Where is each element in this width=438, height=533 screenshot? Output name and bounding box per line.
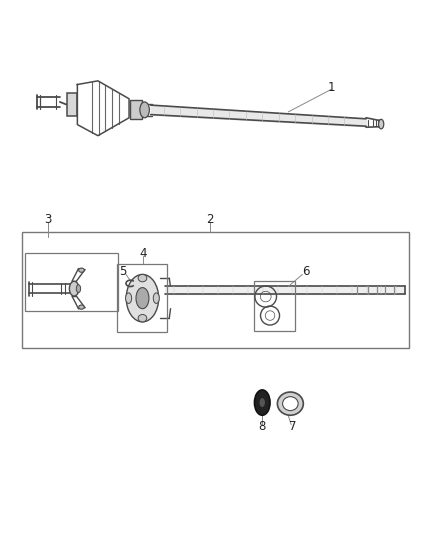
Ellipse shape (254, 390, 270, 415)
Ellipse shape (79, 305, 84, 309)
Ellipse shape (79, 268, 84, 272)
Bar (130, 100, 142, 119)
Ellipse shape (126, 274, 159, 322)
Bar (25, 253, 118, 311)
Text: 7: 7 (289, 421, 297, 433)
Ellipse shape (140, 102, 149, 118)
Text: 8: 8 (258, 421, 266, 433)
Ellipse shape (76, 285, 81, 293)
Ellipse shape (126, 293, 132, 303)
Text: 2: 2 (207, 213, 214, 225)
Ellipse shape (138, 274, 147, 282)
Bar (67, 93, 78, 116)
Text: 6: 6 (302, 265, 309, 278)
Text: 3: 3 (45, 213, 52, 225)
Bar (117, 264, 167, 333)
Bar (22, 232, 409, 348)
Text: 1: 1 (328, 80, 335, 94)
Text: 5: 5 (119, 265, 127, 278)
Bar (254, 281, 295, 331)
Ellipse shape (277, 392, 304, 415)
Ellipse shape (136, 288, 149, 309)
Ellipse shape (378, 119, 384, 129)
Ellipse shape (138, 314, 147, 322)
Ellipse shape (69, 281, 79, 296)
Ellipse shape (283, 397, 298, 410)
Ellipse shape (260, 398, 265, 407)
Ellipse shape (153, 293, 159, 303)
Text: 4: 4 (140, 247, 147, 260)
